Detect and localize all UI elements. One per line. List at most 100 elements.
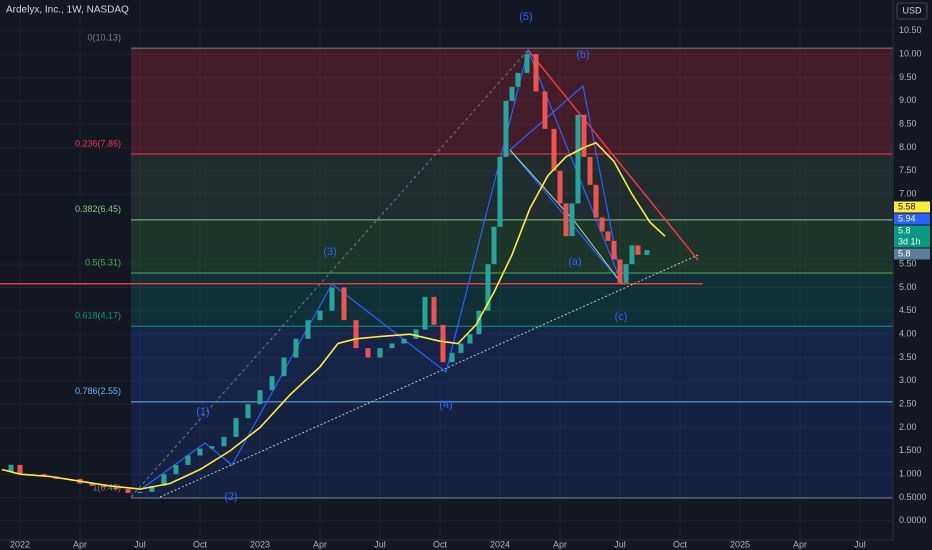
y-tick-label: 4.00	[899, 329, 917, 339]
candle	[617, 259, 623, 283]
candle	[353, 320, 359, 349]
candle	[458, 343, 464, 353]
candle	[305, 320, 311, 339]
candle	[485, 264, 491, 311]
x-tick-label: Jul	[614, 539, 626, 549]
candle	[542, 91, 548, 129]
candle	[197, 448, 203, 456]
candle	[587, 156, 593, 185]
candle	[137, 491, 143, 493]
candle	[569, 203, 575, 237]
candle	[623, 264, 629, 283]
x-tick-label: Oct	[433, 539, 448, 549]
x-tick-label: Oct	[673, 539, 688, 549]
candle	[101, 485, 107, 488]
x-tick-label: 2023	[250, 539, 270, 549]
fib-band	[131, 48, 893, 155]
candle	[491, 226, 497, 265]
y-tick-label: 8.00	[899, 142, 917, 152]
price-badge-label: 5.8	[898, 248, 911, 258]
candle	[629, 245, 635, 265]
fib-band	[131, 154, 893, 220]
downtrend-line	[527, 49, 699, 261]
candle	[467, 334, 473, 344]
y-tick-label: 1.500	[899, 445, 922, 455]
fib-band	[131, 401, 893, 498]
wave-label: (a)	[568, 256, 581, 268]
y-tick-label: 5.50	[899, 259, 917, 269]
wave-label: (5)	[519, 11, 532, 23]
price-badge-label: 5.94	[898, 213, 916, 223]
candle	[161, 474, 167, 486]
candle	[515, 72, 521, 87]
currency[interactable]: USD	[902, 5, 922, 15]
candle	[125, 489, 131, 493]
candle	[401, 338, 407, 344]
candle	[377, 348, 383, 358]
candle	[557, 170, 563, 204]
candle	[563, 203, 569, 237]
candle	[185, 455, 191, 465]
price-badge	[894, 201, 930, 213]
fib-label: 1(0.49)	[92, 482, 121, 492]
x-tick-label: Jul	[134, 539, 146, 549]
wave-label: (4)	[439, 399, 452, 411]
candle	[509, 86, 515, 101]
candle	[317, 310, 323, 321]
moving-average	[1, 141, 666, 490]
candle	[113, 487, 119, 490]
candle	[233, 418, 239, 437]
y-tick-label: 4.50	[899, 305, 917, 315]
y-tick-label: 3.00	[899, 375, 917, 385]
fib-label: 0.382(6.45)	[75, 204, 121, 214]
price-badge	[894, 225, 930, 248]
candle	[293, 338, 299, 358]
x-tick-label: Jul	[854, 539, 866, 549]
candle	[422, 296, 428, 330]
candle	[413, 329, 419, 339]
candle	[173, 464, 179, 475]
y-tick-label: 2.50	[899, 399, 917, 409]
y-tick-label: 3.50	[899, 352, 917, 362]
x-tick-label: Apr	[73, 539, 87, 549]
currency-box[interactable]	[896, 2, 928, 20]
candle	[581, 114, 587, 157]
candle	[497, 156, 503, 227]
candle	[281, 357, 287, 377]
candle	[149, 485, 155, 492]
fib-band	[131, 326, 893, 402]
candle	[341, 287, 347, 321]
candle	[17, 464, 23, 475]
candle	[269, 376, 275, 391]
price-badge	[894, 248, 930, 260]
x-tick-label: 2024	[490, 539, 510, 549]
candle	[593, 184, 599, 218]
axes: 0.0000 0.5000 1.000 1.500 2.00 2.50 3.00 3.50 4.…	[10, 25, 930, 549]
x-tick-label: Oct	[193, 539, 208, 549]
x-tick-label: Jul	[374, 539, 386, 549]
candle	[431, 296, 437, 325]
y-tick-label: 0.0000	[899, 515, 927, 525]
y-tick-label: 2.00	[899, 422, 917, 432]
fib-label: 0.618(4.17)	[75, 311, 121, 321]
fib-band	[131, 273, 893, 327]
x-tick-label: 2022	[10, 539, 30, 549]
fib-label: 0.786(2.55)	[75, 386, 121, 396]
candle	[89, 483, 95, 486]
wave-label: (c)	[615, 311, 628, 323]
candle	[257, 390, 263, 405]
x-tick-label: Apr	[793, 539, 807, 549]
wave-label: (3)	[323, 246, 336, 258]
candle	[575, 114, 581, 204]
price-axis-bg	[893, 0, 932, 550]
price-marks: (5) (b) (3) (a) (c) (4) (1) (2)	[1, 11, 666, 503]
candle	[245, 404, 251, 419]
y-tick-label: 9.00	[899, 95, 917, 105]
fib-band	[131, 219, 893, 274]
y-tick-label: 1.000	[899, 469, 922, 479]
fib-label: 0.5(5.31)	[85, 257, 121, 267]
y-tick-label: 7.50	[899, 165, 917, 175]
fib-label: 0(10.13)	[87, 32, 121, 42]
